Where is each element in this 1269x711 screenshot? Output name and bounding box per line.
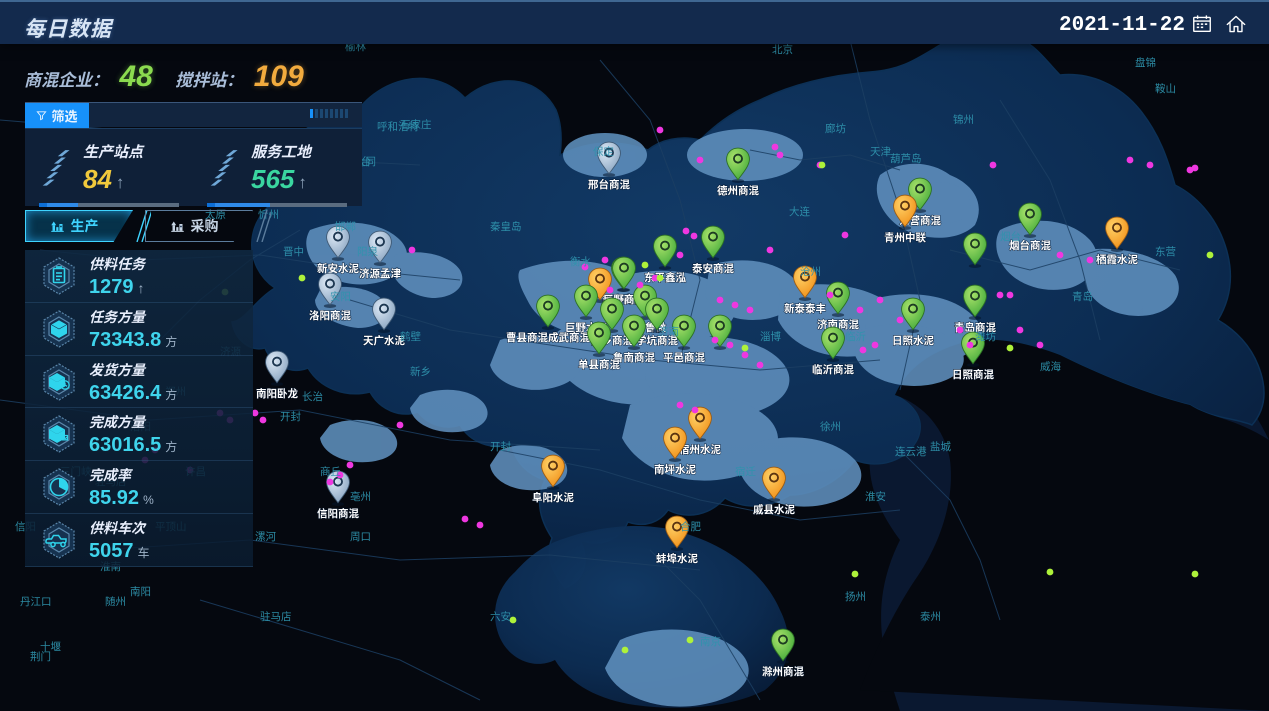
svg-text:六安: 六安 [490,610,511,623]
svg-text:锦州: 锦州 [953,113,974,126]
svg-text:滁州商混: 滁州商混 [762,665,804,678]
svg-text:东平鑫泓: 东平鑫泓 [644,271,686,284]
svg-text:秦皇岛: 秦皇岛 [490,220,522,233]
svg-text:曹县商混成武商混: 曹县商混成武商混 [506,331,590,344]
svg-text:盐城: 盐城 [930,440,951,453]
svg-text:戚县水泥: 戚县水泥 [753,503,795,516]
svg-text:石家庄: 石家庄 [400,118,432,131]
svg-text:保定: 保定 [593,145,614,158]
svg-text:鞍山: 鞍山 [1155,82,1176,95]
svg-text:邢台商混: 邢台商混 [588,178,630,191]
svg-text:临沂商混: 临沂商混 [812,363,854,376]
svg-text:新乡: 新乡 [410,365,431,378]
svg-text:威海: 威海 [1040,360,1062,373]
svg-text:东营: 东营 [1155,245,1176,258]
svg-text:大连: 大连 [789,205,810,218]
svg-text:栖霞水泥: 栖霞水泥 [1096,253,1138,266]
svg-text:蚌埠水泥: 蚌埠水泥 [656,552,698,565]
svg-text:衡水: 衡水 [570,256,591,268]
svg-text:日照水泥: 日照水泥 [892,334,934,347]
svg-text:盘锦: 盘锦 [1135,56,1156,69]
svg-text:青岛: 青岛 [1072,290,1093,303]
svg-text:徐州: 徐州 [820,420,841,433]
svg-text:临沂: 临沂 [845,330,866,343]
svg-text:南京: 南京 [700,635,721,648]
svg-text:济南: 济南 [658,325,679,338]
svg-text:鹤壁: 鹤壁 [400,330,421,343]
svg-text:南坪水泥: 南坪水泥 [654,463,696,476]
svg-text:开封: 开封 [490,440,511,453]
svg-text:沧州: 沧州 [800,265,821,278]
svg-text:新泰泰丰: 新泰泰丰 [784,302,826,315]
svg-text:单县商混: 单县商混 [578,358,620,371]
svg-text:合肥: 合肥 [680,520,701,533]
svg-text:廊坊: 廊坊 [825,122,846,135]
svg-text:日照商混: 日照商混 [952,368,994,381]
svg-text:北京: 北京 [772,43,793,56]
svg-text:阜阳水泥: 阜阳水泥 [532,491,574,504]
svg-text:平邑商混: 平邑商混 [663,351,705,364]
svg-text:青州中联: 青州中联 [884,231,926,244]
svg-text:泰安商混: 泰安商混 [692,262,734,275]
svg-text:连云港: 连云港 [895,445,927,458]
svg-text:烟台: 烟台 [1000,230,1021,243]
svg-text:泰州: 泰州 [920,610,941,623]
svg-text:宿州水泥: 宿州水泥 [679,443,721,456]
svg-text:扬州: 扬州 [845,590,866,603]
svg-text:德州商混: 德州商混 [717,184,759,197]
svg-text:淄博: 淄博 [760,330,781,343]
svg-text:葫芦岛: 葫芦岛 [890,152,922,165]
svg-text:天津: 天津 [870,146,891,158]
svg-text:淮安: 淮安 [865,490,886,503]
svg-text:宿迁: 宿迁 [735,465,756,478]
svg-text:潍坊: 潍坊 [975,330,996,343]
